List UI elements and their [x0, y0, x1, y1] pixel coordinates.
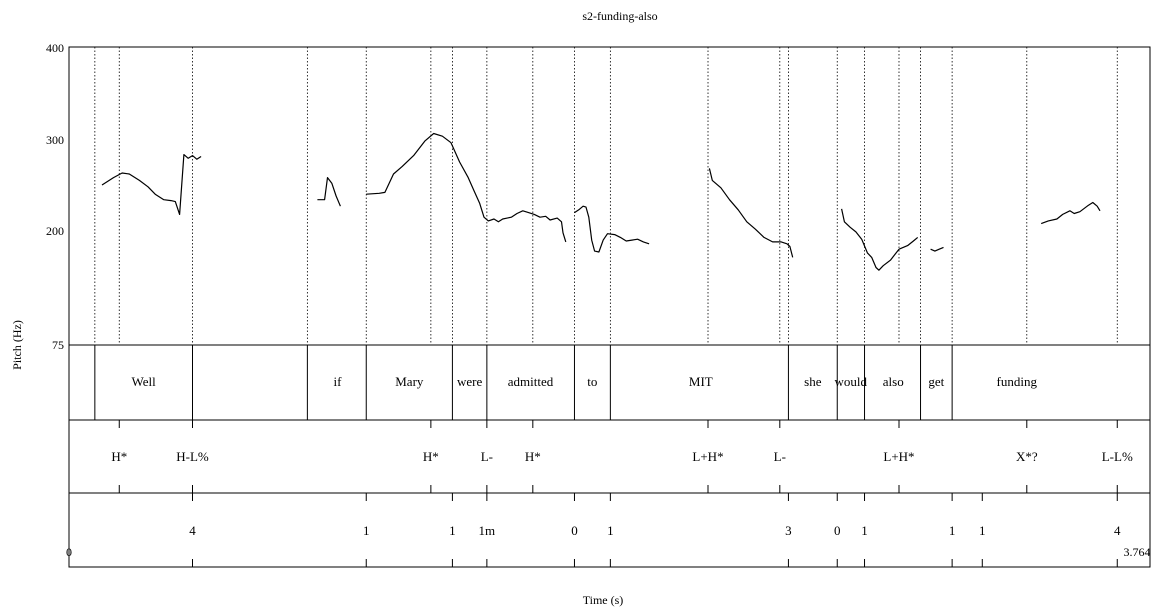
word-label: admitted	[508, 374, 554, 389]
break-label: 4	[189, 523, 196, 538]
word-label: Well	[132, 374, 157, 389]
word-label: she	[804, 374, 822, 389]
tone-label: H*	[525, 449, 541, 464]
break-label: 1	[949, 523, 956, 538]
annotation-tiers: Well if Mary were admitted to MIT she would also g…	[94, 345, 1133, 567]
break-label: 1	[861, 523, 868, 538]
pitch-contour-segment	[708, 168, 794, 258]
y-tick-75: 75	[52, 338, 64, 352]
pitch-contour-segment	[574, 205, 650, 253]
break-label: 1m	[479, 523, 496, 538]
tone-label: H*	[423, 449, 439, 464]
tone-label: L-L%	[1102, 449, 1133, 464]
pitch-contour-segment	[841, 208, 919, 271]
break-label: 1	[979, 523, 986, 538]
word-label: if	[334, 374, 343, 389]
tone-label: L+H*	[692, 449, 723, 464]
x-axis-label: Time (s)	[583, 593, 624, 607]
tone-label: H*	[111, 449, 127, 464]
y-tick-400: 400	[46, 41, 64, 55]
pitch-contour-segment	[101, 154, 202, 215]
break-label: 3	[785, 523, 792, 538]
word-label: to	[587, 374, 597, 389]
word-label: also	[883, 374, 904, 389]
word-label: get	[928, 374, 944, 389]
plot-frame	[68, 46, 1151, 568]
tone-label: L+H*	[883, 449, 914, 464]
tone-label: X*?	[1016, 449, 1038, 464]
break-label: 4	[1114, 523, 1121, 538]
word-label: would	[834, 374, 867, 389]
pitch-contour-segment	[317, 177, 341, 207]
break-label: 0	[834, 523, 841, 538]
break-label: 1	[607, 523, 614, 538]
tone-label: L-	[481, 449, 493, 464]
figure-title: s2-funding-also	[582, 9, 657, 23]
break-label: 0	[571, 523, 578, 538]
tone-label: L-	[774, 449, 786, 464]
break-label: 1	[363, 523, 370, 538]
x-tick-max: 3.764	[1124, 545, 1151, 559]
y-axis-label: Pitch (Hz)	[10, 320, 24, 370]
pitch-contour-segment	[1040, 201, 1101, 225]
pitch-contour-segment	[930, 246, 944, 252]
word-label: funding	[997, 374, 1038, 389]
tone-label: H-L%	[176, 449, 209, 464]
word-label: were	[457, 374, 482, 389]
break-label: 1	[449, 523, 456, 538]
dotted-guide-lines	[94, 47, 1118, 345]
pitch-contour-segment	[366, 132, 567, 243]
word-label: Mary	[395, 374, 424, 389]
y-tick-300: 300	[46, 133, 64, 147]
y-tick-200: 200	[46, 224, 64, 238]
pitch-contours	[101, 132, 1101, 271]
word-label: MIT	[689, 374, 713, 389]
